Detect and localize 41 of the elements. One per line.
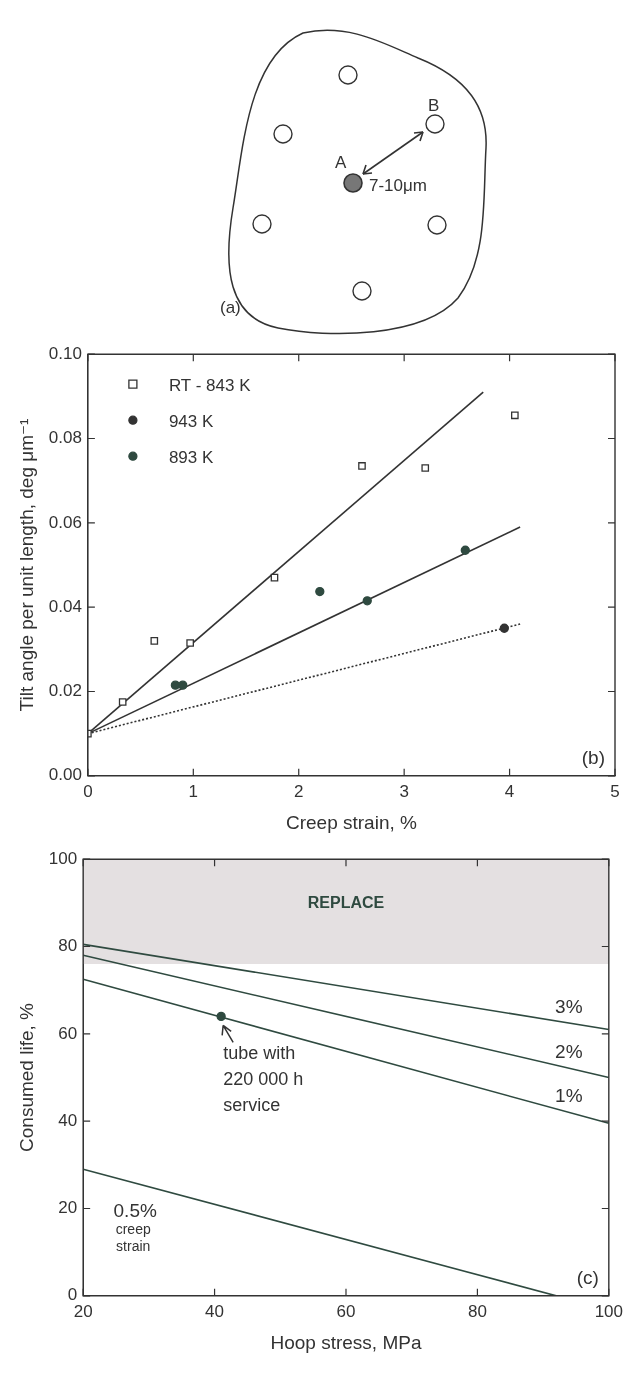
series-label: 1% [555,1085,583,1107]
legend-label: 943 K [168,411,214,431]
y-tick-label: 20 [58,1198,78,1218]
y-tick-label: 0.10 [48,343,82,363]
annotation: tube with 220 000 h service [223,1043,304,1116]
x-tick-label: 80 [467,1301,487,1321]
x-tick-label: 4 [504,781,515,801]
y-tick-label: 0.00 [48,765,82,785]
x-axis-title: Hoop stress, MPa [270,1331,422,1353]
series-label: 0.5% [113,1200,157,1222]
y-tick-label: 40 [58,1110,78,1130]
annotation: (b) [581,746,605,768]
x-tick-label: 5 [610,781,620,801]
band-label: REPLACE [307,894,385,911]
series-label: 3% [555,996,583,1017]
text: B [428,96,440,116]
y-tick-label: 0.08 [48,428,82,448]
annotation: (c) [576,1266,599,1288]
y-tick-label: 0 [67,1285,78,1305]
x-axis-title: Creep strain, % [285,811,418,833]
legend-label: 893 K [168,447,214,467]
x-tick-label: 3 [399,781,409,801]
text: 7-10μm [369,176,427,196]
x-tick-label: 2 [294,781,304,801]
y-axis-title: Consumed life, % [15,1002,37,1152]
y-tick-label: 100 [48,848,78,868]
x-tick-label: 100 [594,1301,624,1321]
y-tick-label: 0.06 [48,512,82,532]
annotation: creep strain [115,1220,151,1254]
series-label: 2% [555,1041,583,1063]
y-tick-label: 0.04 [48,596,82,616]
y-axis-title: Tilt angle per unit length, deg μm⁻¹ [15,418,37,712]
x-tick-label: 1 [188,781,199,801]
y-tick-label: 0.02 [48,681,82,701]
text: A [335,153,347,173]
text: (a) [220,298,241,318]
x-tick-label: 40 [205,1301,225,1321]
y-tick-label: 80 [58,936,78,956]
y-tick-label: 60 [58,1023,78,1043]
x-tick-label: 60 [336,1301,356,1321]
legend-label: RT - 843 K [168,375,252,395]
